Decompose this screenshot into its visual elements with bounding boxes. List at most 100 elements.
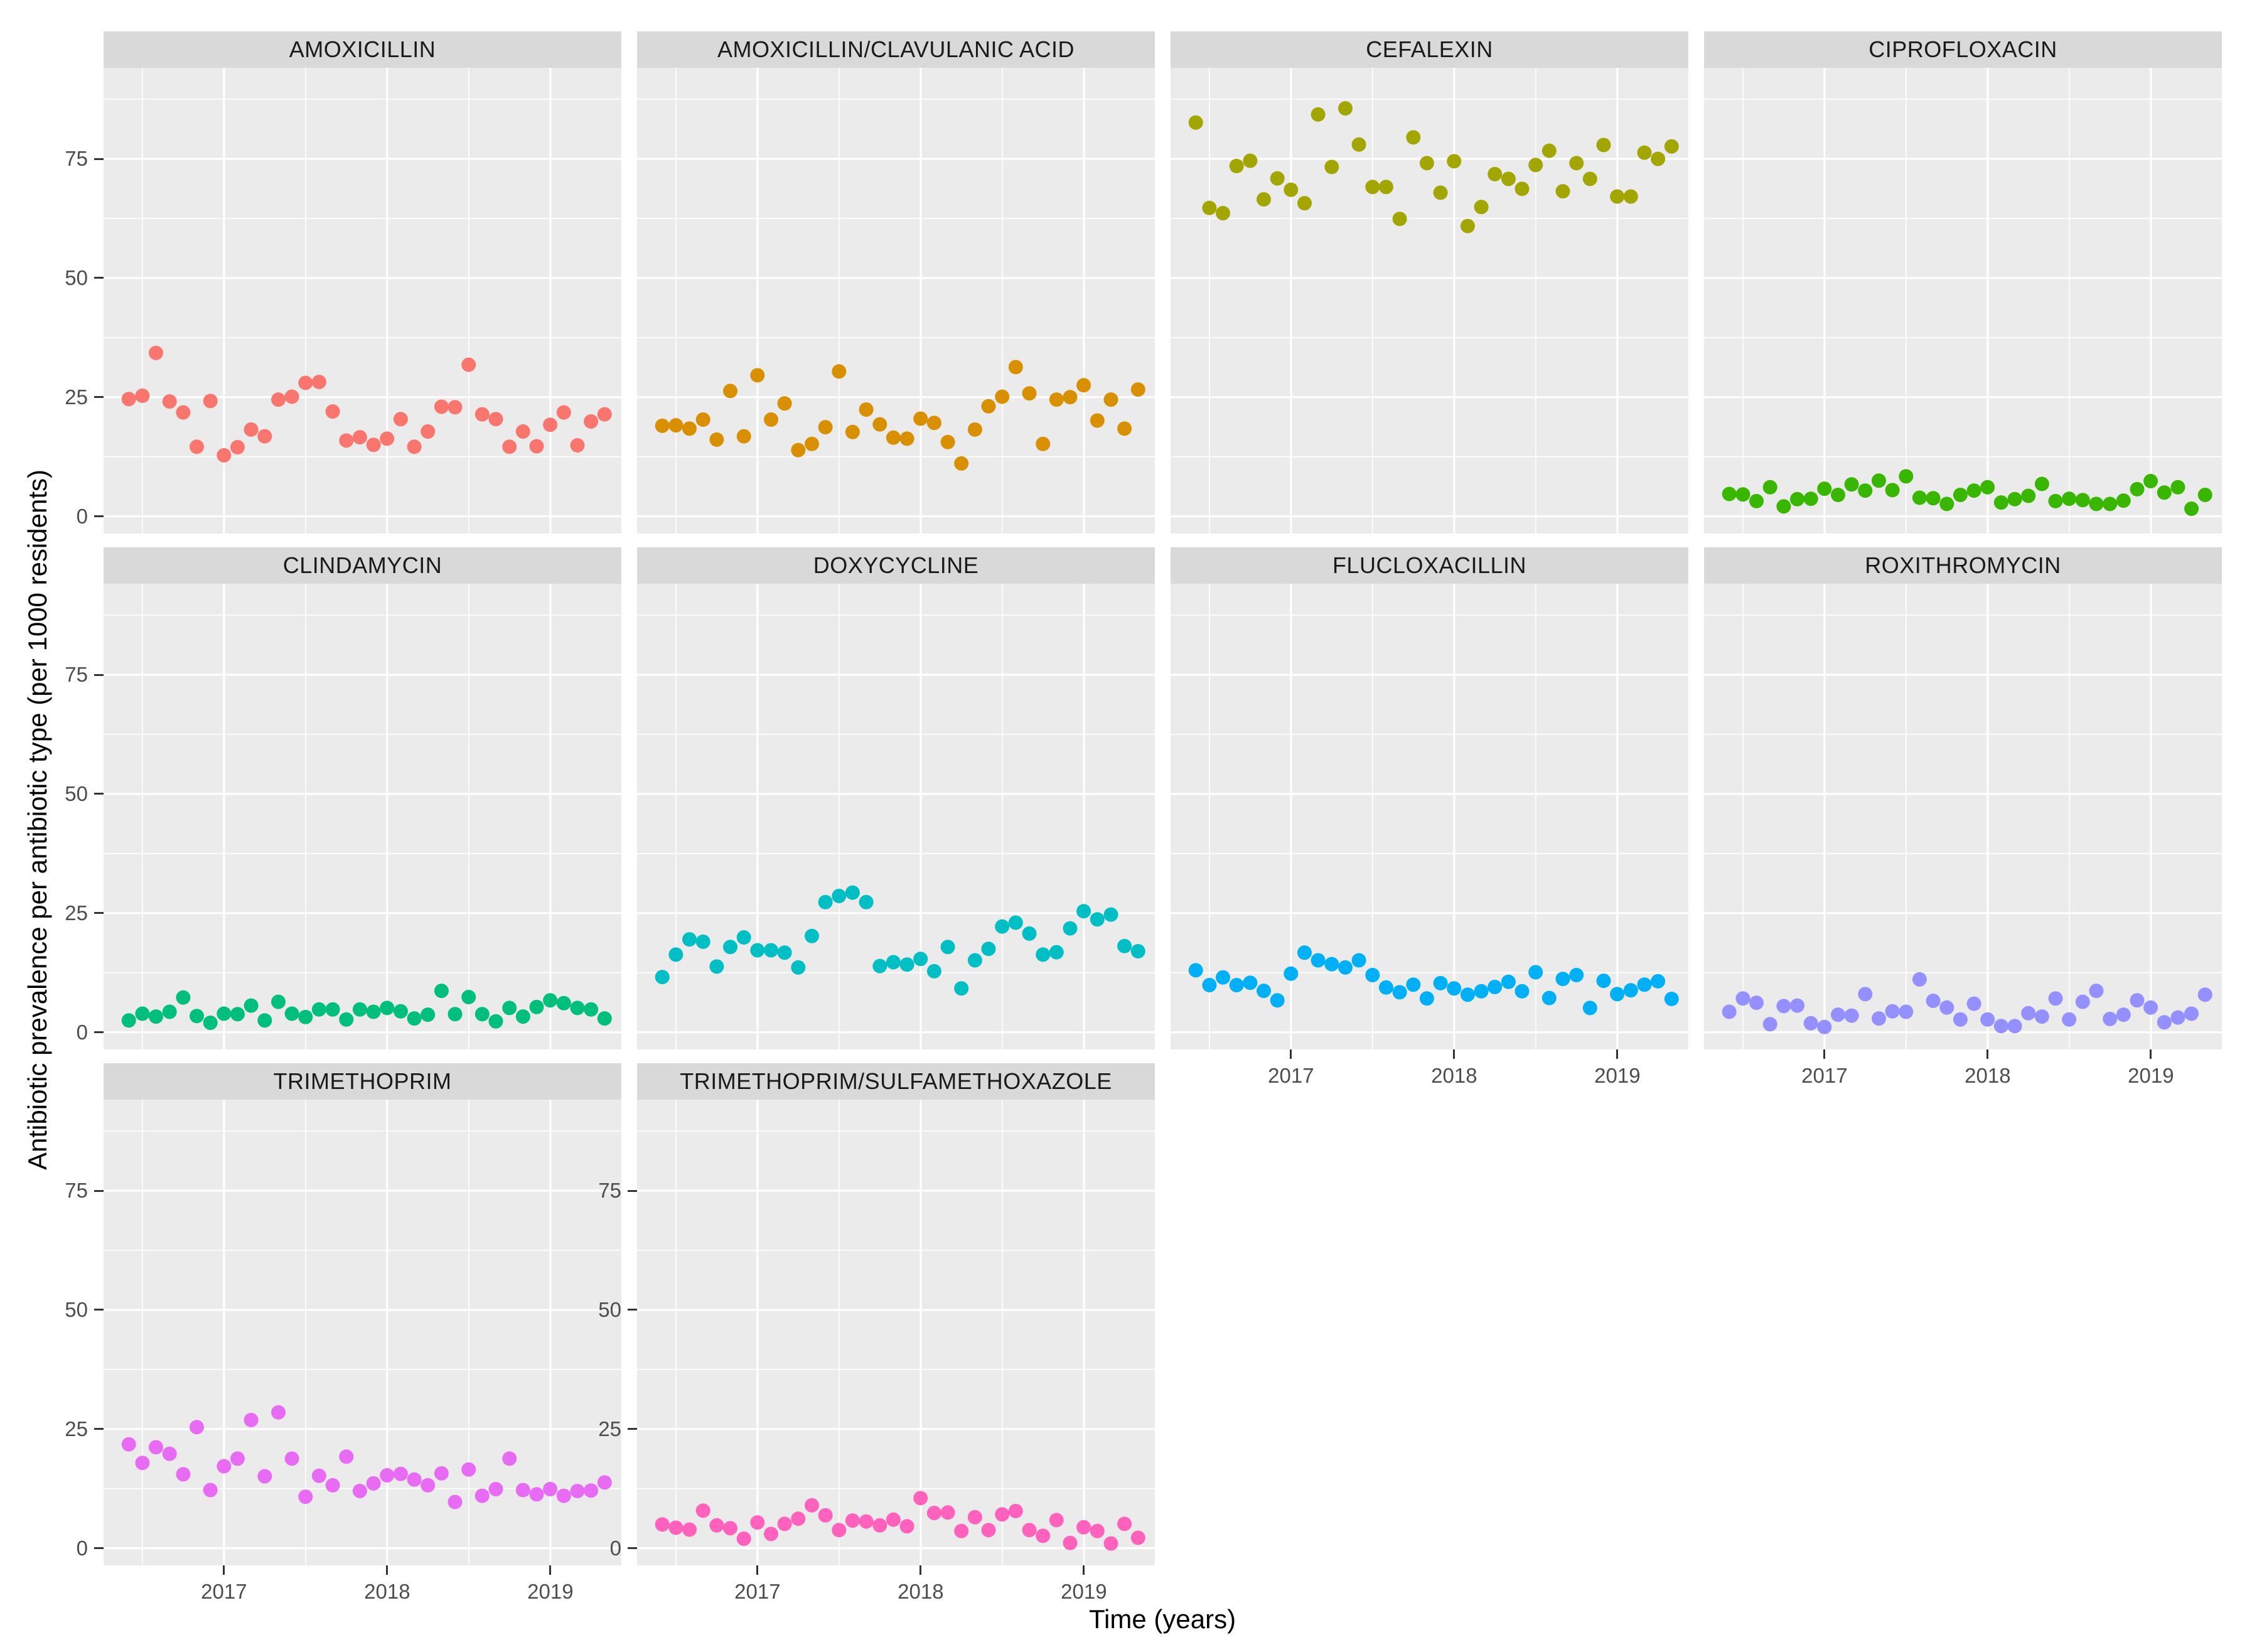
data-point [832,1523,847,1538]
data-point [1488,166,1503,181]
data-point [271,392,286,407]
x-tick-mark [1083,1565,1085,1575]
y-tick-mark [94,1031,104,1034]
data-point [366,1476,381,1491]
data-point [668,418,684,433]
data-point [1926,994,1941,1008]
y-tick-label: 75 [65,663,88,687]
data-point [736,930,751,945]
data-point [176,1467,191,1482]
y-tick-label: 50 [65,266,88,289]
panel-background [104,584,621,1049]
data-point [461,990,476,1004]
data-point [298,1489,313,1504]
data-point [529,1487,544,1502]
data-point [777,945,792,960]
data-point [1776,999,1791,1014]
data-point [257,429,272,444]
facet-strip-label: CLINDAMYCIN [282,552,442,578]
facet-panel [104,1100,621,1565]
facet-strip: CLINDAMYCIN [104,547,621,584]
data-point [1953,488,1968,502]
data-point [421,1478,436,1493]
facet-strip-label: DOXYCYCLINE [813,552,979,578]
data-point [1338,101,1353,116]
data-point [584,1002,599,1017]
data-point [352,1484,367,1498]
data-point [1939,496,1954,512]
data-point [954,981,969,996]
y-tick-label: 25 [65,385,88,409]
data-point [366,437,381,453]
y-tick-mark [94,396,104,399]
data-point [1130,382,1145,397]
data-point [1229,978,1244,992]
data-point [135,1456,150,1471]
data-point [352,430,367,445]
data-point [325,1002,340,1017]
data-point [2021,488,2036,503]
data-point [791,960,806,975]
data-point [832,364,847,379]
data-point [149,345,163,360]
data-point [1063,921,1078,936]
data-point [872,417,887,432]
data-point [2075,994,2090,1009]
data-point [2197,488,2212,502]
data-point [380,1468,395,1483]
data-point [474,1488,490,1503]
data-point [1637,145,1652,160]
data-point [421,1007,436,1022]
x-tick-label: 2018 [898,1580,944,1603]
data-point [1582,171,1597,186]
data-point [1803,1016,1818,1031]
data-point [1749,493,1764,508]
data-point [886,955,901,970]
data-point [1817,481,1832,496]
data-point [380,431,395,446]
x-tick-mark [919,1565,922,1575]
facet-panel [104,584,621,1049]
data-point [556,995,571,1011]
x-tick-mark [386,1565,389,1575]
data-point [899,957,914,972]
data-point [434,399,449,414]
data-point [1637,977,1652,992]
data-point [2143,1000,2158,1015]
y-tick-mark [628,1547,637,1550]
data-point [1090,1523,1105,1538]
data-point [1447,981,1462,996]
data-point [926,1506,941,1520]
y-tick-label: 0 [609,1536,621,1560]
data-point [434,1466,449,1481]
data-point [859,1514,874,1529]
data-point [1651,151,1666,166]
facet-strip-label: AMOXICILLIN/CLAVULANIC ACID [717,36,1075,62]
data-point [967,953,982,968]
y-tick-label: 0 [76,504,88,528]
data-point [655,418,670,433]
data-point [244,422,259,437]
data-point [1460,218,1475,233]
data-point [682,932,697,947]
data-point [1063,390,1078,405]
y-tick-label: 75 [65,1179,88,1203]
data-point [940,1505,955,1520]
data-point [1076,378,1091,393]
data-point [1284,182,1299,197]
data-point [2103,1011,2118,1026]
data-point [1447,154,1462,169]
data-point [1284,966,1299,981]
data-point [1844,477,1859,492]
data-point [1103,1536,1118,1551]
data-point [859,894,874,909]
data-point [393,1466,408,1481]
data-point [1130,944,1145,958]
facet-strip: AMOXICILLIN/CLAVULANIC ACID [637,31,1155,68]
data-point [1351,137,1366,152]
x-tick-label: 2018 [1965,1064,2011,1087]
y-tick-mark [94,1309,104,1311]
y-tick-mark [94,793,104,795]
data-point [709,432,724,447]
panel-background [637,68,1155,534]
